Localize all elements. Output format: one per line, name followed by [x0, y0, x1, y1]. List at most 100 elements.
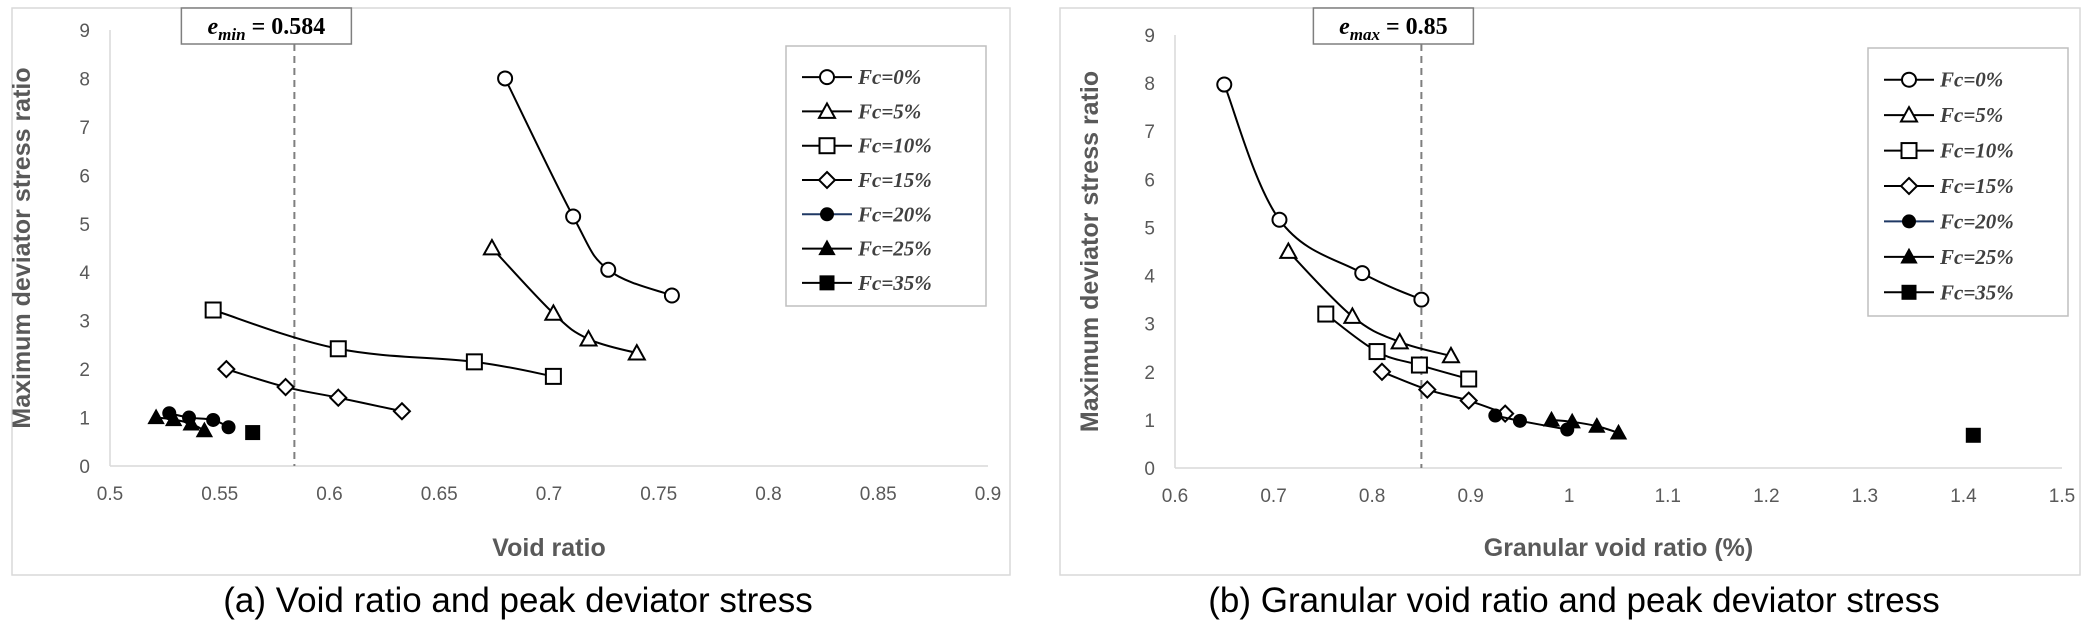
y-tick-label: 9	[1144, 26, 1155, 47]
legend: Fc=0% Fc=5% Fc=10% Fc=15% Fc=20% Fc=25% Fc=35%	[1867, 47, 2069, 317]
y-tick-label: 8	[1144, 74, 1155, 95]
data-point	[221, 420, 236, 435]
series-line	[155, 416, 205, 432]
legend-item-fc-0: Fc=0%	[1884, 68, 2003, 92]
data-point	[182, 414, 200, 431]
x-tick-label: 0.9	[975, 484, 1001, 505]
data-point	[1460, 370, 1478, 388]
x-tick-label: 0.9	[1457, 486, 1483, 507]
series-line	[1381, 370, 1506, 415]
data-point	[1368, 343, 1386, 361]
legend-item-fc-5: Fc=5%	[802, 99, 921, 123]
y-tick-label: 7	[1144, 122, 1155, 143]
series-fc-0	[1216, 76, 1430, 308]
series-line	[491, 247, 638, 355]
legend-label: Fc=35%	[857, 271, 932, 295]
x-tick-label: 0.6	[316, 484, 342, 505]
y-axis-title: Maximum deviator stress ratio	[1076, 71, 1104, 432]
data-point	[663, 287, 680, 304]
y-tick-label: 1	[79, 409, 90, 430]
legend-label: Fc=10%	[1939, 139, 2014, 163]
legend-item-fc-20: Fc=20%	[802, 202, 932, 226]
data-point	[565, 208, 582, 225]
reference-label-box	[180, 7, 353, 45]
data-point	[1372, 362, 1392, 382]
series-fc-5	[1278, 241, 1461, 364]
data-point	[465, 353, 483, 371]
data-point	[600, 261, 617, 278]
reference-label: emin = 0.584	[208, 14, 326, 44]
data-point	[627, 343, 647, 361]
x-tick-label: 1.2	[1753, 486, 1779, 507]
data-point	[1410, 356, 1428, 374]
series-fc-15	[216, 359, 412, 421]
data-point	[1354, 265, 1371, 282]
legend-label: Fc=15%	[857, 168, 932, 192]
legend-marker	[817, 170, 837, 190]
data-point	[1342, 306, 1363, 324]
legend-marker	[820, 207, 834, 222]
data-point	[1609, 423, 1628, 440]
legend-item-fc-10: Fc=10%	[1884, 139, 2014, 163]
legend-item-fc-35: Fc=35%	[802, 271, 932, 295]
series-fc-5	[482, 237, 647, 361]
data-point	[204, 301, 222, 319]
legend-label: Fc=25%	[1939, 245, 2014, 269]
y-tick-label: 4	[1144, 267, 1155, 288]
legend-label: Fc=20%	[857, 202, 932, 226]
data-point	[245, 425, 261, 441]
x-tick-label: 0.55	[201, 484, 238, 505]
series-line	[1551, 418, 1619, 434]
figure-caption: (b) Granular void ratio and peak deviato…	[1208, 581, 1939, 620]
legend-marker	[817, 101, 837, 119]
data-point	[1588, 417, 1606, 433]
legend-item-fc-5: Fc=5%	[1884, 103, 2003, 127]
chart-frame	[11, 7, 1011, 576]
data-point	[482, 237, 502, 256]
series-fc-35	[245, 425, 261, 441]
x-tick-label: 0.65	[421, 484, 458, 505]
legend-marker	[1900, 142, 1918, 160]
y-tick-label: 1	[1144, 411, 1155, 432]
data-point	[1317, 305, 1335, 323]
figure-caption: (a) Void ratio and peak deviator stress	[223, 581, 812, 620]
x-tick-label: 0.75	[640, 484, 677, 505]
y-tick-label: 9	[79, 21, 90, 42]
x-tick-label: 0.7	[1260, 486, 1286, 507]
y-tick-label: 5	[79, 215, 90, 236]
data-point	[328, 388, 348, 408]
legend-item-fc-15: Fc=15%	[1884, 174, 2014, 198]
legend-marker	[1899, 105, 1919, 123]
x-tick-label: 0.8	[1359, 486, 1385, 507]
series-line	[1287, 250, 1452, 357]
reference-label: emax = 0.85	[1339, 14, 1448, 44]
legend-marker	[1901, 284, 1917, 300]
data-point	[392, 401, 412, 421]
x-tick-label: 0.7	[536, 484, 562, 505]
legend-box	[785, 45, 987, 307]
y-tick-label: 6	[79, 166, 90, 187]
y-axis-title: Maximum deviator stress ratio	[8, 67, 36, 428]
data-point	[329, 340, 347, 358]
data-point	[206, 412, 221, 427]
data-point	[164, 410, 183, 427]
legend-marker	[818, 239, 836, 256]
legend-label: Fc=0%	[857, 65, 921, 89]
legend-label: Fc=35%	[1939, 280, 2014, 304]
legend-marker	[1899, 176, 1919, 196]
legend-item-fc-15: Fc=15%	[802, 168, 932, 192]
legend-item-fc-25: Fc=25%	[1884, 245, 2014, 269]
data-point	[1441, 345, 1461, 364]
legend-label: Fc=5%	[857, 99, 921, 123]
data-point	[1542, 410, 1561, 427]
data-point	[1390, 331, 1410, 350]
legend-box	[1867, 47, 2069, 317]
x-tick-label: 1.3	[1852, 486, 1878, 507]
data-point	[1563, 412, 1581, 429]
series-line	[226, 368, 403, 413]
series-fc-0	[497, 70, 680, 304]
data-point	[1965, 427, 1981, 443]
series-line	[1325, 313, 1469, 380]
legend-item-fc-35: Fc=35%	[1884, 280, 2014, 304]
